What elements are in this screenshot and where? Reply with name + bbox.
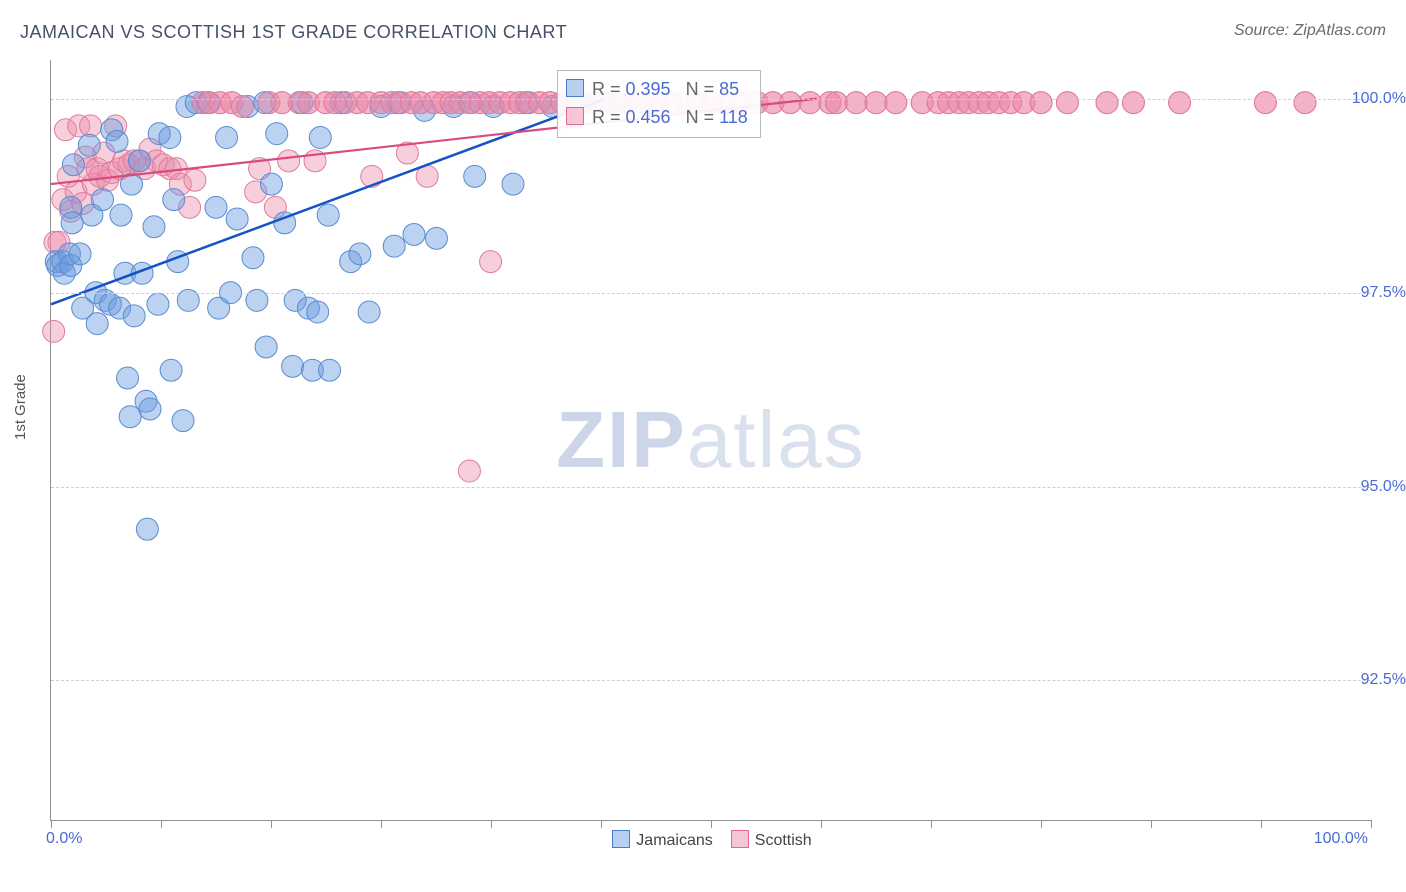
data-point <box>110 204 132 226</box>
data-point <box>317 204 339 226</box>
data-point <box>139 398 161 420</box>
x-tick <box>1371 820 1372 828</box>
data-point <box>242 247 264 269</box>
series-swatch <box>566 79 584 97</box>
y-tick-label: 95.0% <box>1361 478 1406 496</box>
gridline <box>51 293 1371 294</box>
data-point <box>184 169 206 191</box>
x-tick <box>711 820 712 828</box>
data-point <box>425 227 447 249</box>
data-point <box>61 212 83 234</box>
data-point <box>845 92 867 114</box>
data-point <box>1122 92 1144 114</box>
data-point <box>358 301 380 323</box>
data-point <box>86 313 108 335</box>
data-point <box>159 127 181 149</box>
data-point <box>1096 92 1118 114</box>
data-point <box>799 92 821 114</box>
data-point <box>1254 92 1276 114</box>
data-point <box>309 127 331 149</box>
data-point <box>216 127 238 149</box>
gridline <box>51 680 1371 681</box>
data-point <box>1169 92 1191 114</box>
correlation-row: R = 0.395 N = 85 <box>566 75 748 103</box>
legend-swatch <box>612 830 630 848</box>
x-tick <box>161 820 162 828</box>
data-point <box>278 150 300 172</box>
data-point <box>91 189 113 211</box>
plot-area: ZIPatlas 100.0%97.5%95.0%92.5% <box>50 60 1371 821</box>
data-point <box>62 154 84 176</box>
data-point <box>255 336 277 358</box>
data-point <box>260 173 282 195</box>
x-tick <box>931 820 932 828</box>
x-tick <box>271 820 272 828</box>
data-point <box>123 305 145 327</box>
data-point <box>282 355 304 377</box>
y-axis-title: 1st Grade <box>12 374 29 440</box>
x-tick <box>1261 820 1262 828</box>
data-point <box>117 367 139 389</box>
data-point <box>160 359 182 381</box>
gridline <box>51 487 1371 488</box>
series-swatch <box>566 107 584 125</box>
chart-svg <box>51 60 1371 820</box>
data-point <box>78 134 100 156</box>
data-point <box>43 320 65 342</box>
data-point <box>172 410 194 432</box>
correlation-box: R = 0.395 N = 85R = 0.456 N = 118 <box>557 70 761 138</box>
data-point <box>1294 92 1316 114</box>
data-point <box>106 130 128 152</box>
data-point <box>464 165 486 187</box>
data-point <box>266 123 288 145</box>
data-point <box>383 235 405 257</box>
data-point <box>80 115 102 137</box>
data-point <box>307 301 329 323</box>
data-point <box>226 208 248 230</box>
source-label: Source: ZipAtlas.com <box>1234 22 1386 40</box>
y-tick-label: 97.5% <box>1361 284 1406 302</box>
x-tick <box>491 820 492 828</box>
data-point <box>147 293 169 315</box>
data-point <box>865 92 887 114</box>
data-point <box>319 359 341 381</box>
chart-title: JAMAICAN VS SCOTTISH 1ST GRADE CORRELATI… <box>20 22 567 43</box>
x-tick <box>1041 820 1042 828</box>
x-tick <box>51 820 52 828</box>
legend-label: Scottish <box>755 832 812 849</box>
y-tick-label: 92.5% <box>1361 671 1406 689</box>
x-tick <box>381 820 382 828</box>
data-point <box>885 92 907 114</box>
legend-label: Jamaicans <box>636 832 712 849</box>
data-point <box>205 196 227 218</box>
data-point <box>403 223 425 245</box>
data-point <box>1030 92 1052 114</box>
correlation-row: R = 0.456 N = 118 <box>566 103 748 131</box>
x-tick <box>821 820 822 828</box>
data-point <box>143 216 165 238</box>
data-point <box>502 173 524 195</box>
data-point <box>1056 92 1078 114</box>
data-point <box>349 243 371 265</box>
data-point <box>825 92 847 114</box>
data-point <box>128 150 150 172</box>
y-tick-label: 100.0% <box>1352 90 1406 108</box>
data-point <box>163 189 185 211</box>
legend-bottom: Jamaicans Scottish <box>0 830 1406 850</box>
data-point <box>361 165 383 187</box>
legend-swatch <box>731 830 749 848</box>
data-point <box>69 243 91 265</box>
data-point <box>136 518 158 540</box>
data-point <box>480 251 502 273</box>
x-tick <box>601 820 602 828</box>
data-point <box>458 460 480 482</box>
x-tick <box>1151 820 1152 828</box>
